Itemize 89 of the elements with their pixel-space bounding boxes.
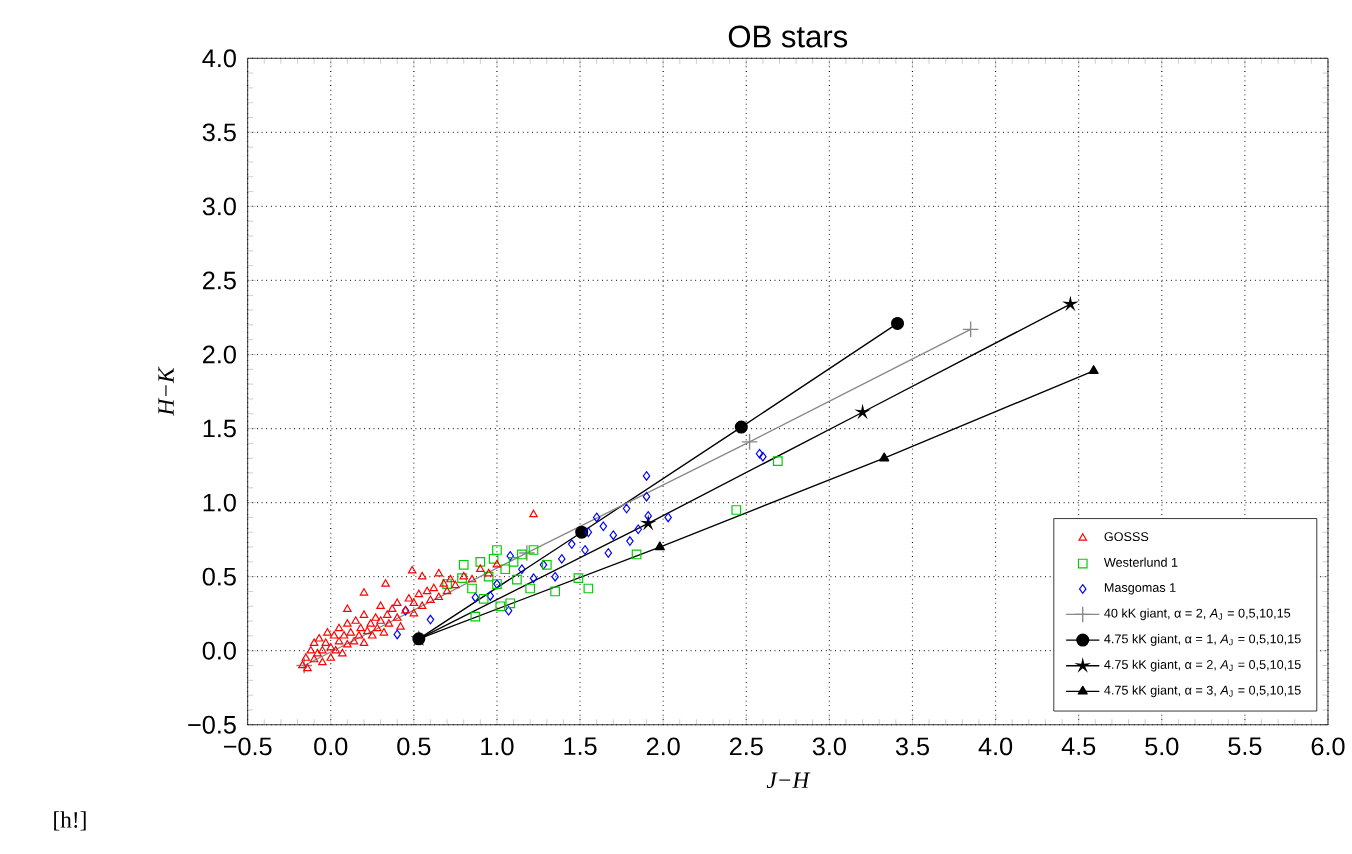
point (426, 615, 435, 625)
point (731, 505, 742, 516)
point (741, 433, 759, 451)
point (626, 536, 634, 547)
point (518, 545, 536, 562)
point (550, 587, 560, 597)
point (505, 598, 516, 609)
x-tick-label: 0.5 (397, 737, 431, 756)
point (631, 550, 642, 560)
x-tick-label: 5.0 (1145, 737, 1179, 756)
point (654, 541, 665, 551)
point (458, 560, 469, 571)
point (583, 584, 594, 594)
point (512, 575, 522, 585)
point (584, 527, 593, 538)
point (504, 606, 513, 617)
y-tick-label: 4.0 (202, 49, 236, 68)
point (575, 526, 589, 540)
point (567, 539, 576, 550)
point (500, 564, 511, 575)
point (508, 557, 519, 568)
y-axis-title: H−K (158, 366, 174, 417)
point (734, 421, 748, 435)
x-tick-label: 1.5 (564, 737, 597, 756)
point (891, 317, 905, 331)
point (644, 511, 652, 522)
x-tick-label: −0.5 (223, 737, 272, 756)
point (622, 504, 631, 514)
y-tick-label: 1.5 (203, 420, 236, 438)
point (551, 572, 559, 583)
point (475, 557, 486, 568)
text: [h!] (54, 811, 86, 832)
point (642, 471, 651, 482)
point (599, 521, 608, 532)
point (573, 573, 584, 584)
x-tick-label: 6.0 (1311, 737, 1345, 756)
x-tick-label: 3.0 (812, 737, 846, 756)
x-tick-label: 5.5 (1228, 737, 1262, 756)
point (664, 513, 672, 523)
x-tick-label: 2.5 (729, 737, 763, 756)
point (604, 548, 613, 559)
point (467, 584, 477, 594)
y-tick-label: 2.5 (203, 271, 236, 290)
point (470, 612, 481, 623)
x-tick-label: 2.0 (646, 737, 680, 756)
x-tick-label: 1.0 (481, 737, 514, 756)
point (528, 545, 539, 556)
point (642, 492, 651, 503)
y-tick-label: −0.5 (188, 716, 236, 735)
x-tick-label: 4.5 (1061, 737, 1096, 756)
point (525, 584, 536, 594)
point (517, 550, 527, 560)
y-tick-label: 0.5 (202, 568, 236, 587)
y-tick-label: 3.5 (202, 123, 236, 142)
point (495, 601, 506, 612)
point (483, 572, 494, 583)
point (1062, 295, 1079, 312)
x-tick-label: 3.5 (895, 737, 929, 756)
point (634, 524, 643, 535)
x-tick-label: 0.0 (314, 737, 348, 756)
point (518, 564, 526, 575)
point (962, 321, 980, 339)
point (759, 452, 767, 463)
chart-title: OB stars (728, 26, 848, 49)
y-tick-label: 2.0 (203, 346, 236, 364)
point (1088, 365, 1099, 375)
point (529, 573, 538, 584)
point (879, 452, 890, 462)
point (592, 513, 601, 523)
point (393, 630, 402, 640)
point (486, 591, 495, 602)
x-axis-title: J−H (766, 773, 811, 789)
y-tick-label: 3.0 (202, 197, 236, 216)
point (772, 456, 783, 467)
point (581, 545, 589, 556)
point (506, 551, 515, 562)
point (755, 449, 764, 460)
x-tick-label: 4.0 (978, 737, 1013, 756)
point (639, 515, 657, 531)
point (492, 545, 502, 556)
y-tick-label: 0.0 (202, 642, 236, 661)
y-tick-label: 1.0 (203, 494, 236, 513)
point (295, 657, 313, 675)
point (854, 404, 871, 420)
point (557, 554, 566, 565)
point (488, 554, 499, 565)
point (478, 594, 489, 605)
point (609, 530, 618, 541)
point (471, 593, 480, 603)
